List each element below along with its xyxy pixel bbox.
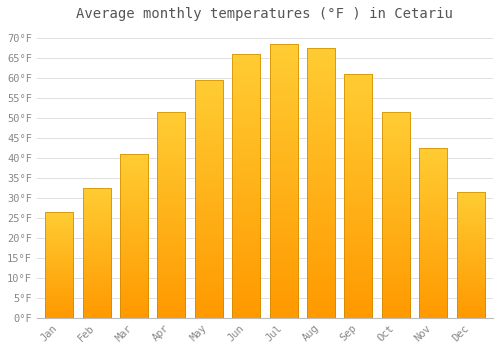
Bar <box>232 54 260 318</box>
Bar <box>45 212 74 318</box>
Title: Average monthly temperatures (°F ) in Cetariu: Average monthly temperatures (°F ) in Ce… <box>76 7 454 21</box>
Bar <box>344 74 372 318</box>
Bar <box>82 188 110 318</box>
Bar <box>456 192 484 318</box>
Bar <box>270 44 297 318</box>
Bar <box>382 112 410 318</box>
Bar <box>195 80 223 318</box>
Bar <box>419 148 447 318</box>
Bar <box>120 154 148 318</box>
Bar <box>307 48 335 318</box>
Bar <box>158 112 186 318</box>
